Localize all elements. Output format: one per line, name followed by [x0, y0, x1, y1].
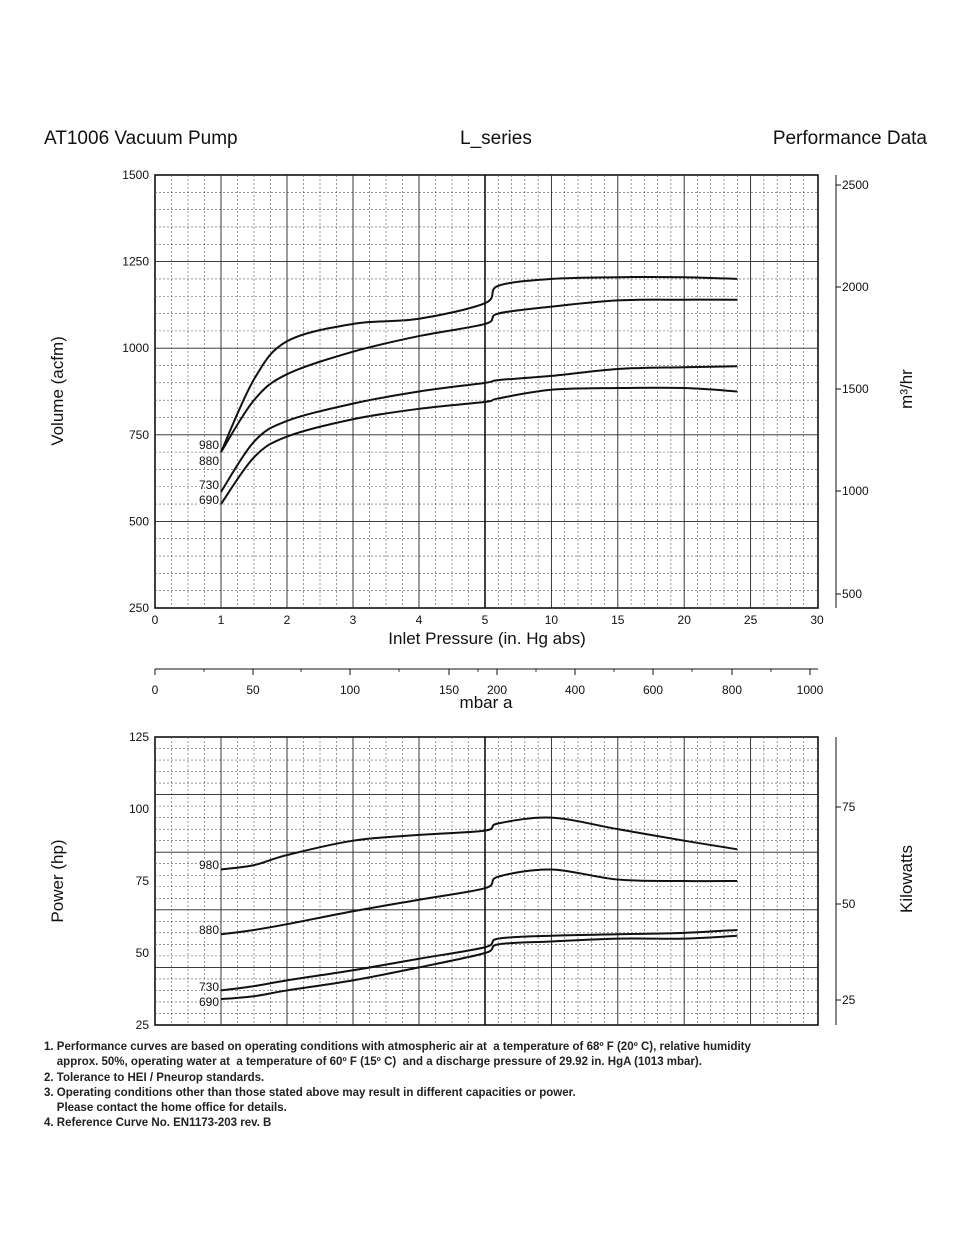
mbar-tick-label: 1000 — [797, 683, 824, 697]
series-curve-980 — [220, 816, 738, 871]
x-axis-title: Inlet Pressure (in. Hg abs) — [388, 629, 585, 648]
x-tick-label: 30 — [810, 613, 824, 627]
x-tick-label: 10 — [545, 613, 559, 627]
header-pump-model: AT1006 Vacuum Pump — [44, 128, 238, 149]
y-tick-label: 1500 — [122, 168, 149, 182]
mbar-tick-label: 0 — [152, 683, 159, 697]
x-tick-label: 3 — [350, 613, 357, 627]
series-curve-880 — [220, 298, 738, 453]
y-axis-title-right: Kilowatts — [897, 845, 916, 913]
x-tick-label: 20 — [678, 613, 692, 627]
right-tick-label: 25 — [842, 993, 856, 1007]
y-tick-label: 1000 — [122, 341, 149, 355]
y-axis-title-right: m³/hr — [897, 369, 916, 409]
footnote-3: 3. Operating conditions other than those… — [44, 1086, 576, 1099]
header-series: L_series — [460, 128, 532, 149]
mbar-tick-label: 50 — [246, 683, 260, 697]
x-tick-label: 0 — [152, 613, 159, 627]
mbar-axis: 0 50 100 150 200 400 600 800 1000 mbar a — [152, 668, 824, 712]
header-performance-data: Performance Data — [772, 128, 927, 149]
x-tick-label: 5 — [482, 613, 489, 627]
x-tick-label: 1 — [218, 613, 225, 627]
mbar-tick-label: 150 — [439, 683, 459, 697]
mbar-axis-title: mbar a — [460, 693, 513, 712]
right-tick-label: 2000 — [842, 280, 869, 294]
y-tick-label: 1250 — [122, 255, 149, 269]
y-tick-label: 25 — [136, 1018, 150, 1032]
x-tick-label: 15 — [611, 613, 625, 627]
mbar-tick-label: 800 — [722, 683, 742, 697]
right-tick-label: 1000 — [842, 484, 869, 498]
mbar-tick-label: 400 — [565, 683, 585, 697]
footnote-4: 4. Reference Curve No. EN1173-203 rev. B — [44, 1117, 272, 1130]
power-chart-frame — [154, 736, 819, 1026]
x-tick-label: 4 — [416, 613, 423, 627]
y-tick-label: 50 — [136, 946, 150, 960]
y-tick-label: 125 — [129, 730, 149, 744]
series-label-880: 880 — [199, 454, 219, 468]
y-tick-label: 100 — [129, 802, 149, 816]
mbar-tick-label: 100 — [340, 683, 360, 697]
footnotes: 1. Performance curves are based on opera… — [44, 1040, 751, 1132]
y-tick-label: 250 — [129, 601, 149, 615]
y-axis-title: Power (hp) — [48, 839, 67, 922]
series-curve-730 — [220, 928, 738, 992]
footnote-3-cont: Please contact the home office for detai… — [44, 1102, 287, 1115]
series-curve-690 — [220, 386, 738, 505]
series-curve-880 — [220, 868, 738, 936]
x-tick-label: 25 — [744, 613, 758, 627]
series-label-690: 690 — [199, 995, 219, 1009]
series-label-980: 980 — [199, 858, 219, 872]
series-label-730: 730 — [199, 980, 219, 994]
right-tick-label: 75 — [842, 800, 856, 814]
y-tick-label: 75 — [136, 874, 150, 888]
footnote-1: 1. Performance curves are based on opera… — [44, 1041, 751, 1053]
right-tick-label: 1500 — [842, 382, 869, 396]
series-label-690: 690 — [199, 493, 219, 507]
y-axis-title: Volume (acfm) — [48, 336, 67, 446]
series-curve-980 — [220, 275, 738, 453]
y-tick-label: 750 — [129, 428, 149, 442]
right-tick-label: 500 — [842, 587, 862, 601]
series-label-980: 980 — [199, 438, 219, 452]
mbar-tick-label: 200 — [487, 683, 507, 697]
right-tick-label: 2500 — [842, 178, 869, 192]
footnote-2: 2. Tolerance to HEI / Pneurop standards. — [44, 1071, 265, 1084]
right-tick-label: 50 — [842, 897, 856, 911]
volume-chart: 2505007501000125015005001000150020002500… — [48, 168, 916, 648]
series-label-880: 880 — [199, 923, 219, 937]
series-curve-690 — [220, 934, 738, 1001]
y-tick-label: 500 — [129, 514, 149, 528]
volume-chart-frame — [154, 174, 819, 609]
series-label-730: 730 — [199, 478, 219, 492]
x-tick-label: 2 — [284, 613, 291, 627]
mbar-tick-label: 600 — [643, 683, 663, 697]
footnote-1-cont: approx. 50%, operating water at a temper… — [44, 1056, 702, 1069]
series-curve-730 — [220, 365, 738, 493]
